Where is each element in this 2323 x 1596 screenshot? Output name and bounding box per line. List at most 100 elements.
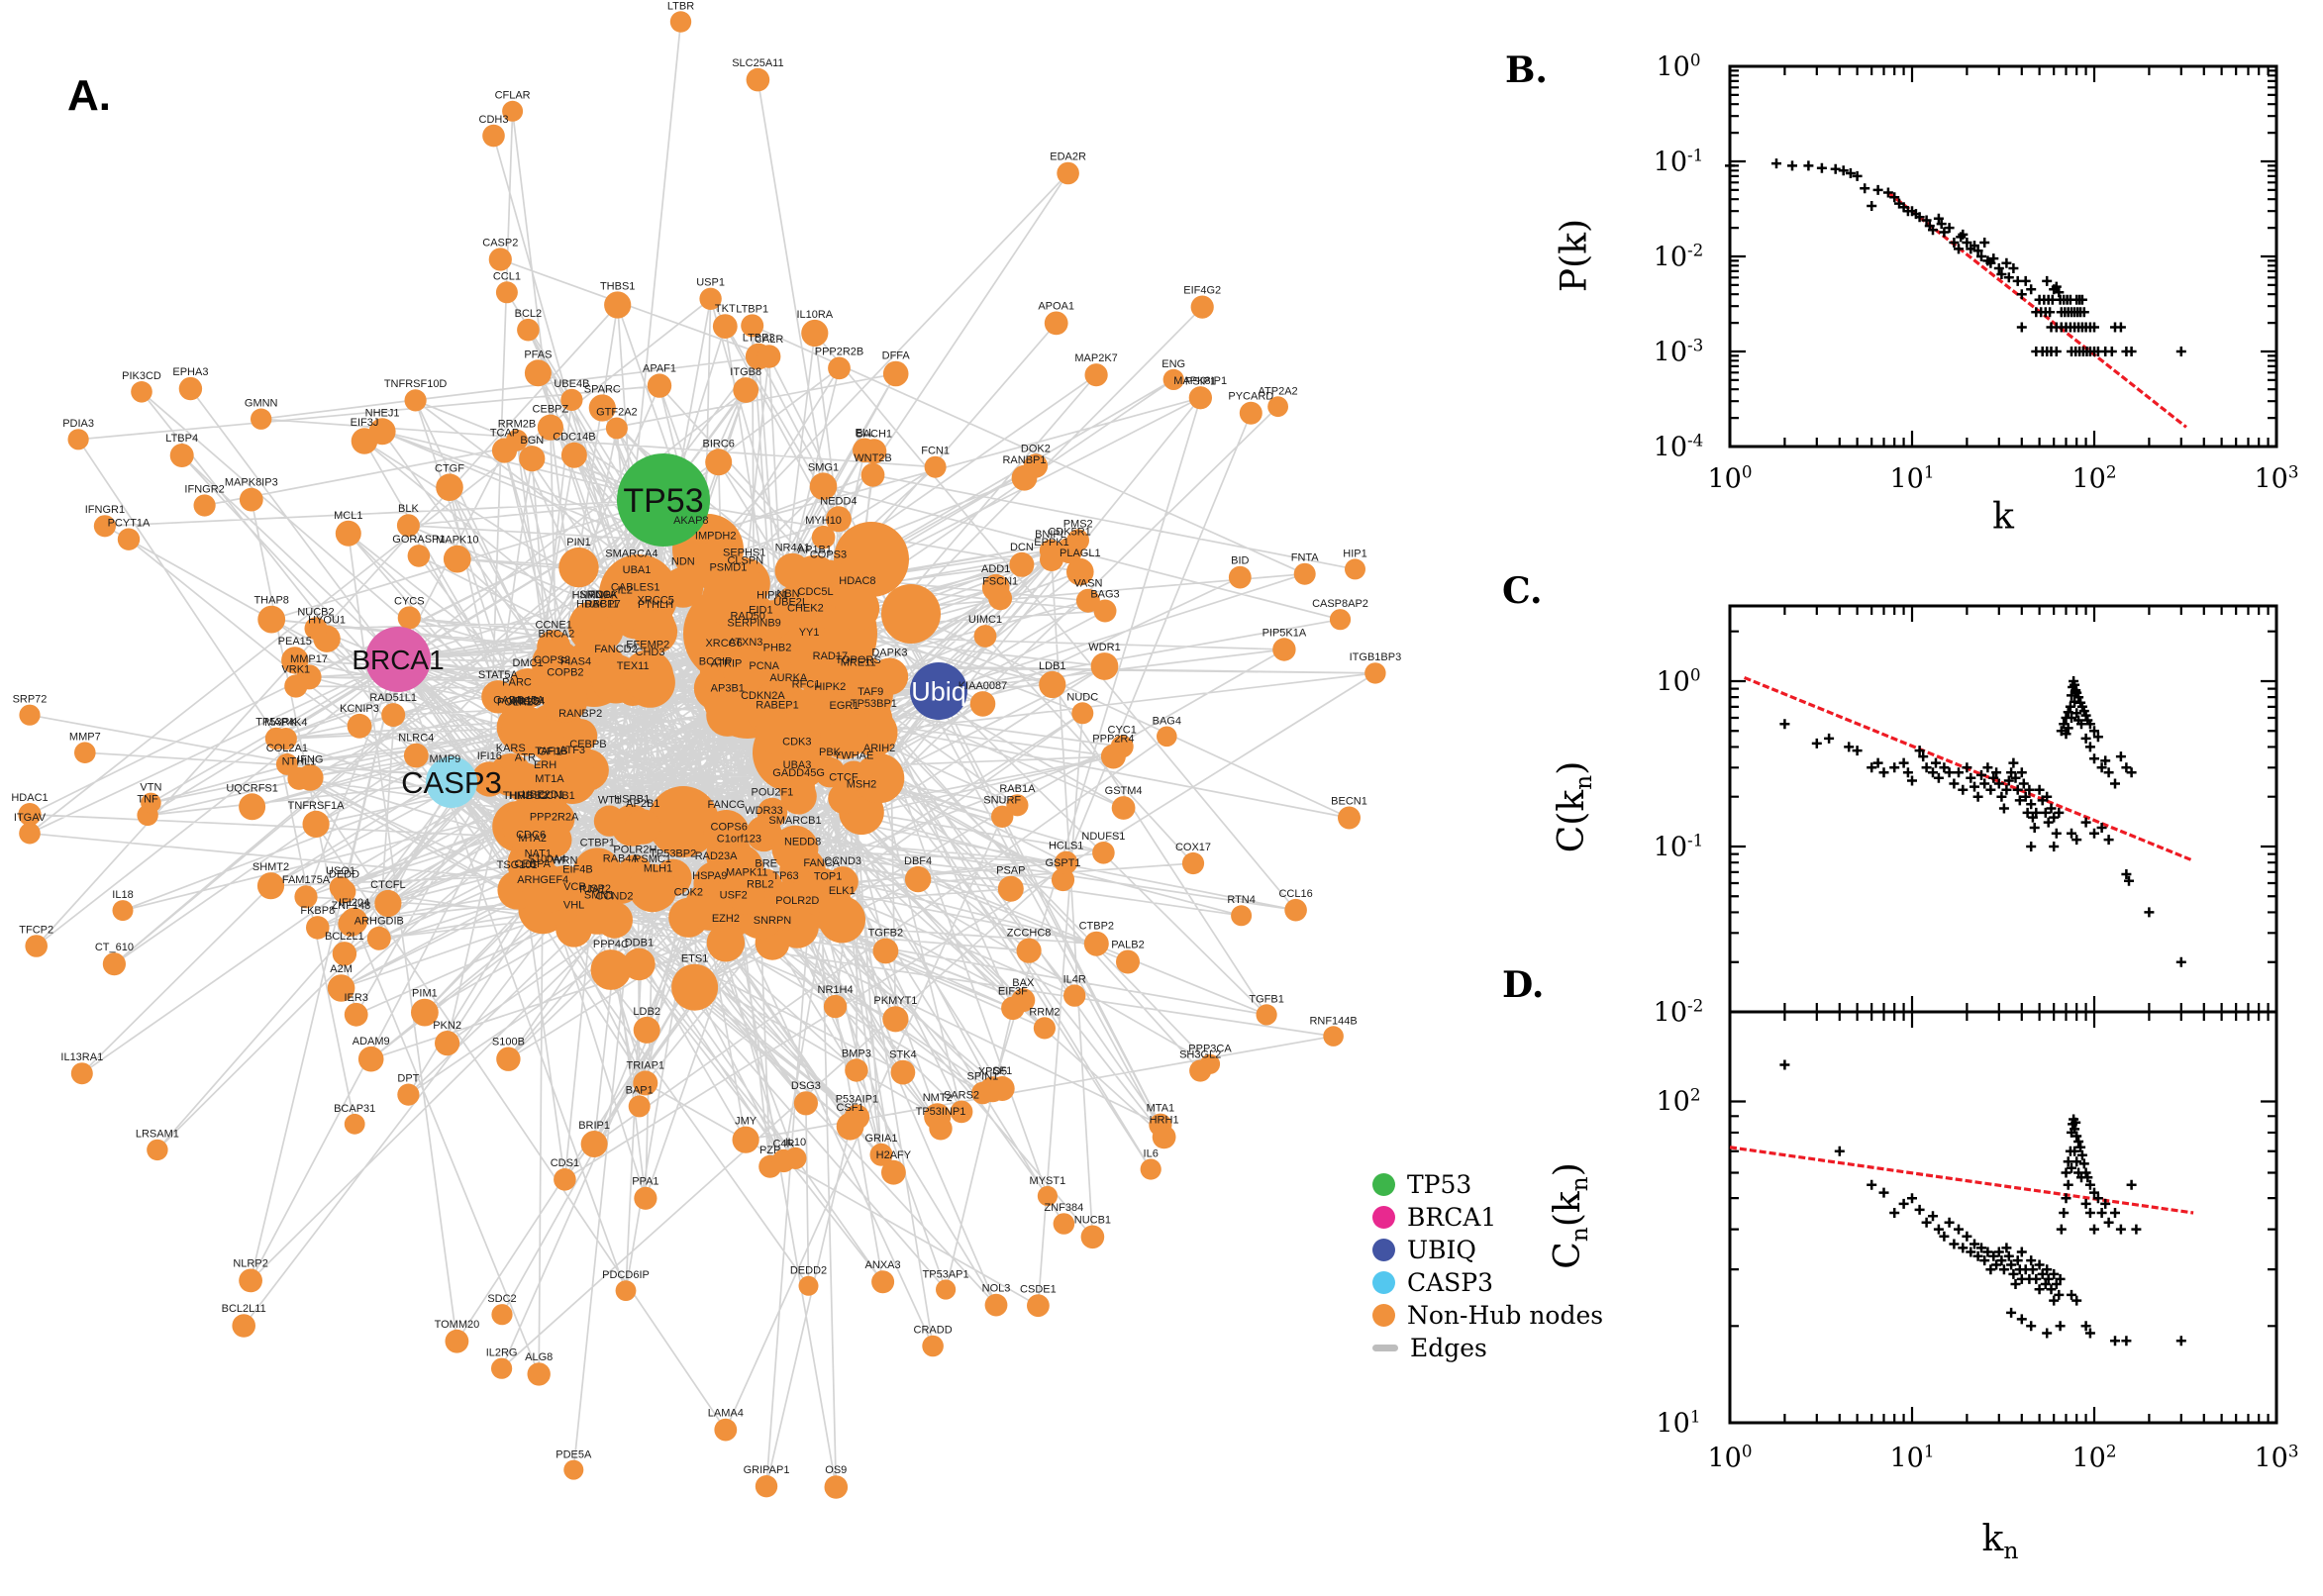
- network-node[interactable]: [502, 100, 524, 122]
- network-node[interactable]: [771, 825, 819, 872]
- network-node[interactable]: [532, 639, 581, 689]
- network-node[interactable]: [615, 1280, 637, 1301]
- network-node[interactable]: [669, 11, 692, 33]
- network-node[interactable]: [536, 822, 572, 858]
- network-node[interactable]: [117, 528, 141, 550]
- network-node[interactable]: [835, 586, 880, 631]
- network-node[interactable]: [882, 360, 909, 387]
- network-node[interactable]: [93, 515, 116, 538]
- network-node[interactable]: [971, 1081, 994, 1105]
- network-node[interactable]: [757, 797, 788, 829]
- network-node[interactable]: [1152, 1125, 1176, 1149]
- network-node[interactable]: [374, 889, 402, 918]
- network-node[interactable]: [560, 388, 583, 411]
- network-node[interactable]: [633, 1016, 660, 1044]
- network-node[interactable]: [622, 649, 674, 702]
- network-node[interactable]: [628, 863, 677, 913]
- network-node[interactable]: [780, 778, 817, 815]
- network-node[interactable]: [338, 911, 364, 937]
- network-node[interactable]: [1338, 806, 1361, 830]
- network-node[interactable]: [828, 782, 859, 814]
- network-node[interactable]: [491, 1357, 513, 1379]
- network-node[interactable]: [1066, 557, 1094, 586]
- network-node[interactable]: [471, 761, 507, 797]
- network-node[interactable]: [169, 444, 194, 467]
- network-node[interactable]: [1055, 850, 1078, 874]
- network-node[interactable]: [344, 1002, 368, 1027]
- network-node[interactable]: [625, 809, 661, 845]
- network-node[interactable]: [1033, 1017, 1056, 1040]
- network-node[interactable]: [1063, 984, 1086, 1007]
- network-node[interactable]: [1272, 638, 1296, 661]
- network-node[interactable]: [443, 545, 471, 573]
- network-node[interactable]: [732, 1126, 759, 1153]
- network-node[interactable]: [563, 719, 598, 752]
- network-node[interactable]: [662, 566, 704, 608]
- network-node[interactable]: [699, 287, 722, 310]
- network-node[interactable]: [582, 600, 614, 632]
- hub-node-casp3[interactable]: [426, 756, 477, 808]
- network-node[interactable]: [836, 1112, 864, 1141]
- network-node[interactable]: [411, 998, 439, 1027]
- network-node[interactable]: [193, 494, 216, 517]
- network-node[interactable]: [881, 1159, 906, 1185]
- network-node[interactable]: [623, 948, 656, 981]
- network-node[interactable]: [973, 625, 997, 648]
- network-node[interactable]: [1039, 670, 1066, 699]
- network-node[interactable]: [1323, 1026, 1344, 1047]
- network-node[interactable]: [495, 281, 518, 304]
- network-node[interactable]: [344, 1113, 365, 1135]
- network-node[interactable]: [741, 314, 764, 338]
- network-node[interactable]: [397, 606, 421, 630]
- network-node[interactable]: [563, 1459, 584, 1480]
- network-node[interactable]: [823, 994, 848, 1019]
- network-node[interactable]: [347, 713, 372, 739]
- network-node[interactable]: [981, 573, 1010, 602]
- network-node[interactable]: [396, 514, 420, 538]
- network-node[interactable]: [1037, 1185, 1058, 1207]
- network-node[interactable]: [281, 647, 309, 674]
- network-node[interactable]: [590, 949, 632, 990]
- network-node[interactable]: [825, 506, 852, 533]
- network-node[interactable]: [335, 520, 361, 547]
- network-node[interactable]: [102, 952, 126, 976]
- network-node[interactable]: [890, 1059, 916, 1085]
- network-node[interactable]: [1009, 551, 1035, 577]
- network-node[interactable]: [1039, 539, 1062, 562]
- network-node[interactable]: [332, 942, 357, 966]
- network-node[interactable]: [1092, 842, 1115, 864]
- network-node[interactable]: [381, 703, 406, 728]
- network-node[interactable]: [524, 359, 552, 387]
- network-node[interactable]: [757, 345, 781, 368]
- network-node[interactable]: [1051, 867, 1075, 892]
- network-node[interactable]: [854, 752, 905, 804]
- network-node[interactable]: [496, 1047, 521, 1071]
- network-node[interactable]: [1111, 796, 1136, 820]
- network-node[interactable]: [302, 810, 330, 839]
- network-node[interactable]: [593, 805, 626, 837]
- network-node[interactable]: [554, 1168, 576, 1191]
- network-node[interactable]: [131, 381, 152, 403]
- network-node[interactable]: [793, 1091, 819, 1116]
- network-node[interactable]: [755, 1475, 778, 1498]
- network-node[interactable]: [141, 792, 161, 814]
- network-node[interactable]: [984, 1293, 1008, 1317]
- network-node[interactable]: [860, 462, 885, 487]
- network-node[interactable]: [1284, 898, 1307, 922]
- network-node[interactable]: [771, 1148, 796, 1173]
- network-node[interactable]: [969, 691, 996, 717]
- network-node[interactable]: [814, 756, 846, 788]
- network-node[interactable]: [798, 1275, 819, 1296]
- network-node[interactable]: [1189, 1059, 1212, 1082]
- network-node[interactable]: [533, 756, 567, 791]
- network-node[interactable]: [712, 314, 738, 339]
- network-node[interactable]: [404, 389, 427, 412]
- network-node[interactable]: [950, 1100, 973, 1124]
- network-node[interactable]: [605, 417, 628, 440]
- network-node[interactable]: [936, 1279, 957, 1300]
- network-node[interactable]: [871, 1270, 895, 1294]
- network-node[interactable]: [755, 710, 800, 754]
- network-node[interactable]: [1080, 1225, 1105, 1249]
- network-node[interactable]: [1116, 949, 1140, 974]
- network-node[interactable]: [869, 1143, 893, 1166]
